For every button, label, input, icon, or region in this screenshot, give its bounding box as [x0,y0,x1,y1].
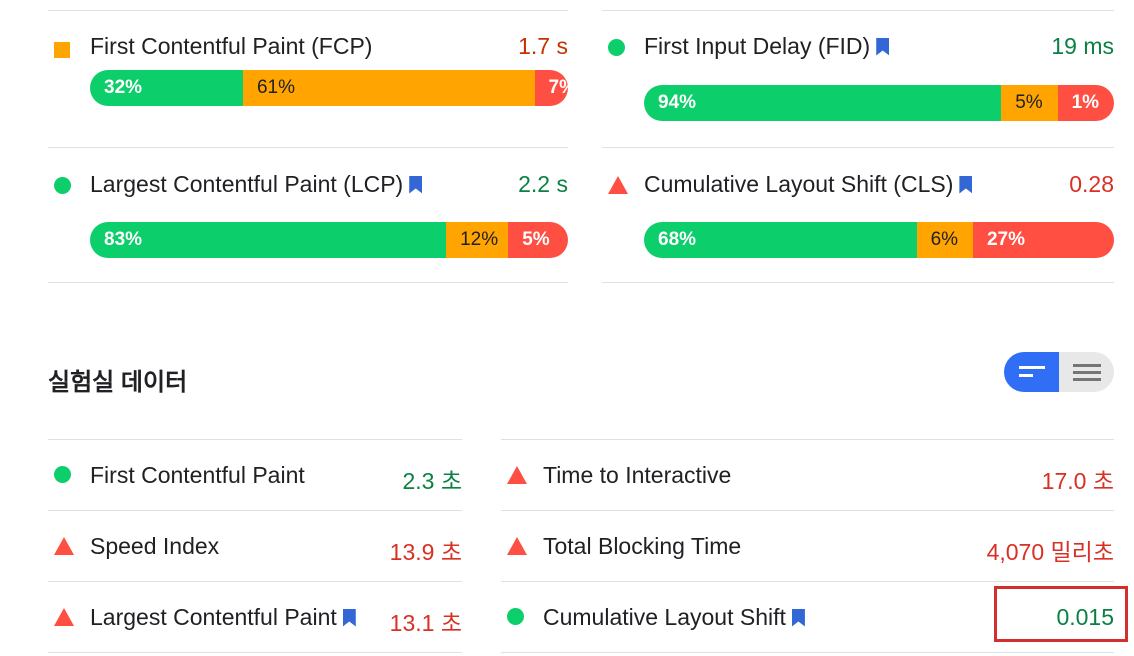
divider [48,439,462,440]
short-lines-icon [1018,366,1045,377]
long-lines-icon [1072,364,1101,381]
metric-value: 2.3 초 [402,468,462,494]
poor-segment: 5% [508,222,568,258]
good-circle-icon [54,177,71,194]
poor-segment: 27% [972,222,1114,258]
lab-metric-fcp: First Contentful Paint 2.3 초 [48,440,462,510]
field-metric-fid: First Input Delay (FID) 19 ms 94% 5% 1% [602,12,1114,132]
metric-value: 0.28 [1069,171,1114,197]
average-segment: 5% [1001,85,1058,121]
lab-metric-cls: Cumulative Layout Shift 0.015 [501,582,1114,652]
metric-label: Largest Contentful Paint [90,604,337,630]
divider [48,652,462,653]
distribution-bar: 32% 61% 7% [90,70,568,106]
bookmark-icon[interactable] [959,175,973,194]
metric-label: Largest Contentful Paint (LCP) [90,171,404,197]
highlight-annotation [994,586,1128,642]
metric-label: Speed Index [90,533,220,559]
metric-value: 0.015 [1056,604,1114,630]
lab-metric-lcp: Largest Contentful Paint 13.1 초 [48,582,462,652]
field-metric-fcp: First Contentful Paint (FCP) 1.7 s 32% 6… [48,12,568,132]
metric-label: Cumulative Layout Shift [543,604,786,630]
divider [48,581,462,582]
poor-segment: 1% [1057,85,1114,121]
metric-label: First Input Delay (FID) [644,33,871,59]
metric-value: 17.0 초 [1041,468,1114,494]
divider [48,282,568,283]
divider [501,439,1114,440]
good-segment: 83% [90,222,447,258]
distribution-bar: 83% 12% 5% [90,222,568,258]
average-segment: 61% [242,70,535,106]
divider [602,147,1114,148]
average-square-icon [54,42,70,58]
metric-label: First Contentful Paint [90,462,305,488]
good-segment: 68% [644,222,917,258]
poor-triangle-icon [608,176,628,194]
lab-data-title: 실험실 데이터 [48,369,188,396]
metric-label: Cumulative Layout Shift (CLS) [644,171,954,197]
view-toggle[interactable] [1004,352,1114,392]
metric-label: Time to Interactive [543,462,732,488]
metric-value: 4,070 밀리초 [986,539,1114,565]
bookmark-icon[interactable] [409,175,423,194]
metric-value: 1.7 s [518,33,568,59]
divider [501,581,1114,582]
bookmark-icon[interactable] [876,37,890,56]
divider [602,10,1114,11]
bookmark-icon[interactable] [791,608,805,627]
metric-value: 13.9 초 [389,539,462,565]
poor-triangle-icon [507,466,527,484]
poor-triangle-icon [507,537,527,555]
lab-metric-tti: Time to Interactive 17.0 초 [501,440,1114,510]
divider [501,652,1114,653]
divider [48,147,568,148]
poor-triangle-icon [54,608,74,626]
distribution-bar: 68% 6% 27% [644,222,1114,258]
field-metric-lcp: Largest Contentful Paint (LCP) 2.2 s 83%… [48,150,568,270]
good-circle-icon [608,39,625,56]
good-circle-icon [54,466,71,483]
metric-value: 19 ms [1051,33,1114,59]
poor-segment: 7% [534,70,568,106]
distribution-bar: 94% 5% 1% [644,85,1114,121]
metric-value: 13.1 초 [389,610,462,636]
divider [602,282,1114,283]
metric-label: First Contentful Paint (FCP) [90,33,373,59]
metric-value: 2.2 s [518,171,568,197]
lab-metric-speed-index: Speed Index 13.9 초 [48,511,462,581]
good-circle-icon [507,608,524,625]
detail-view-button[interactable] [1059,352,1114,392]
divider [48,10,568,11]
average-segment: 12% [446,222,509,258]
divider [501,510,1114,511]
lab-metric-tbt: Total Blocking Time 4,070 밀리초 [501,511,1114,581]
divider [48,510,462,511]
average-segment: 6% [916,222,973,258]
bookmark-icon[interactable] [342,608,356,627]
summary-view-button[interactable] [1004,352,1059,392]
field-metric-cls: Cumulative Layout Shift (CLS) 0.28 68% 6… [602,150,1114,270]
poor-triangle-icon [54,537,74,555]
metric-label: Total Blocking Time [543,533,742,559]
good-segment: 94% [644,85,1002,121]
good-segment: 32% [90,70,243,106]
